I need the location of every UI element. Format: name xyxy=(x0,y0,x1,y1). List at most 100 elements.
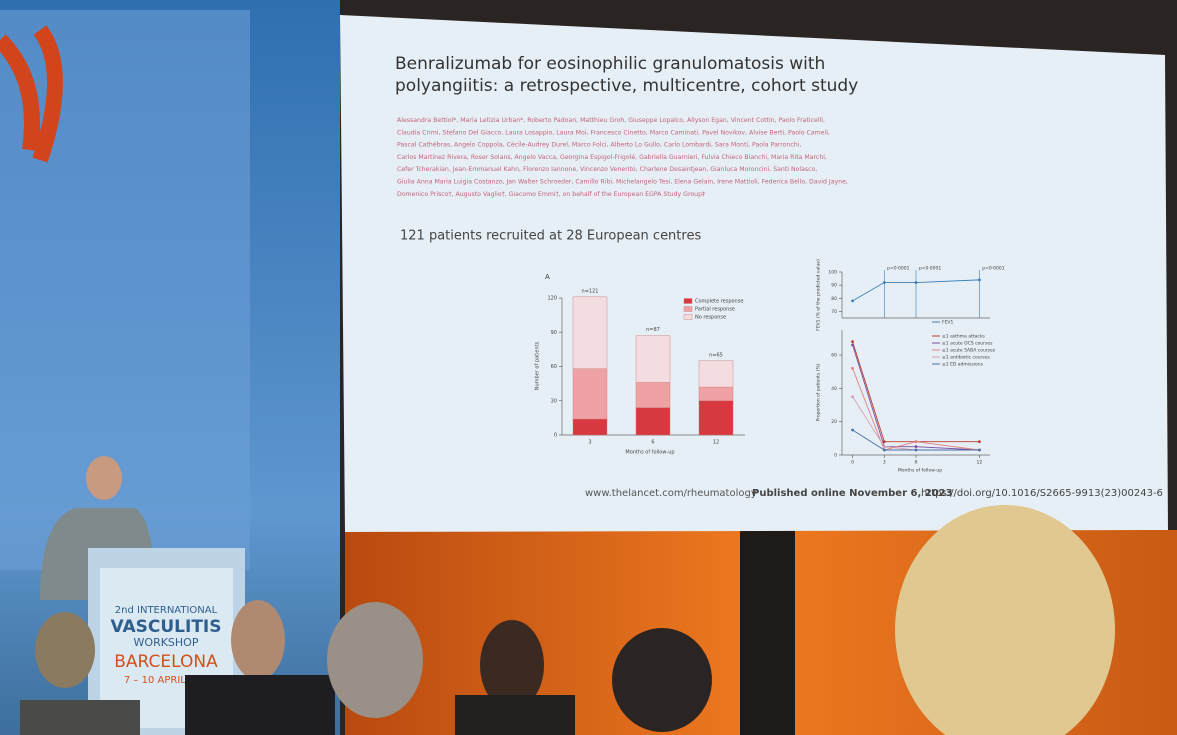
head xyxy=(895,505,1115,735)
point xyxy=(978,440,981,444)
bar-segment xyxy=(635,407,671,436)
bar-segment xyxy=(635,335,671,383)
author-line: Domenico Prisco†, Augusto Vaglio†, Giaco… xyxy=(397,191,705,198)
series-line xyxy=(852,341,980,443)
bar-label: n=121 xyxy=(582,288,599,294)
head xyxy=(35,612,95,688)
y-tick-label: 20 xyxy=(831,419,837,425)
bar-segment xyxy=(572,368,608,420)
legend-swatch xyxy=(683,306,693,312)
head xyxy=(612,628,712,732)
y-axis-label: FEV1 (% of the predicted value) xyxy=(816,259,822,331)
y-tick-label: 0 xyxy=(554,433,557,439)
podium-text: 2nd INTERNATIONAL xyxy=(115,605,218,616)
bar-segment xyxy=(698,400,734,436)
slide-title: polyangiitis: a retrospective, multicent… xyxy=(395,76,858,96)
footer-date: Published online November 6, 2023 xyxy=(752,488,953,499)
x-tick-label: 12 xyxy=(713,440,719,446)
x-tick-label: 3 xyxy=(588,440,591,446)
x-tick-label: 6 xyxy=(915,460,918,466)
point xyxy=(914,445,918,449)
y-axis-label: Proportion of patients (%) xyxy=(816,363,822,421)
shoulders xyxy=(185,675,335,735)
slide-subtitle: 121 patients recruited at 28 European ce… xyxy=(400,229,701,244)
point xyxy=(851,428,854,432)
author-line: Carlos Martinez Rivera, Roser Solans, An… xyxy=(397,153,827,161)
y-tick-label: 0 xyxy=(834,453,837,459)
point xyxy=(851,366,854,370)
author-line: Alessandra Bettiol*, Maria Letizia Urban… xyxy=(397,117,825,124)
point xyxy=(851,340,854,344)
series-line xyxy=(852,279,980,302)
podium-text: VASCULITIS xyxy=(110,617,221,637)
head xyxy=(327,602,423,718)
y-tick-label: 90 xyxy=(551,330,557,336)
x-tick-label: 6 xyxy=(651,440,654,446)
legend-label: ≥1 antibiotic courses xyxy=(942,355,991,361)
bar-segment xyxy=(572,418,608,436)
author-line: Cefer Tcherakian, Jean-Emmanuel Kahn, Fl… xyxy=(397,166,817,173)
x-tick-label: 12 xyxy=(977,460,983,466)
legend-label: ≥1 asthma attacks xyxy=(942,334,985,340)
legend-swatch xyxy=(683,314,693,320)
p-label: p<0·0001 xyxy=(919,266,942,272)
head xyxy=(231,600,285,680)
p-label: p<0·0001 xyxy=(982,266,1005,272)
series-line xyxy=(852,368,980,451)
shoulders xyxy=(20,700,140,735)
legend-label: Complete response xyxy=(695,299,743,305)
legend-label: FEV1 xyxy=(942,320,954,326)
panel-label: A xyxy=(545,273,550,281)
head xyxy=(480,620,544,710)
bar-label: n=65 xyxy=(709,352,723,358)
author-line: Claudia Crimi, Stefano Del Giacco, Laura… xyxy=(397,129,830,136)
y-tick-label: 60 xyxy=(831,353,837,359)
point xyxy=(851,343,854,347)
author-line: Giulia Anna Maria Luigia Costanzo, Jan W… xyxy=(397,179,848,186)
y-tick-label: 100 xyxy=(828,270,837,276)
y-axis-label: Number of patients xyxy=(535,341,541,390)
y-tick-label: 120 xyxy=(547,296,557,302)
podium-text: 7 – 10 APRIL 202 xyxy=(124,675,208,686)
podium-text: WORKSHOP xyxy=(134,636,199,649)
series-line xyxy=(852,344,980,451)
legend-label: Partial response xyxy=(695,307,735,313)
point xyxy=(978,448,981,452)
bar-segment xyxy=(698,386,734,401)
y-tick-label: 70 xyxy=(831,309,837,315)
legend-label: No response xyxy=(695,315,726,321)
bar-segment xyxy=(572,296,608,369)
point xyxy=(914,448,918,452)
y-tick-label: 40 xyxy=(831,386,837,392)
series-line xyxy=(852,429,980,451)
point xyxy=(882,440,886,444)
slide-title: Benralizumab for eosinophilic granulomat… xyxy=(395,54,825,74)
x-tick-label: 0 xyxy=(851,460,854,466)
point xyxy=(882,445,886,449)
y-tick-label: 30 xyxy=(551,398,557,404)
point xyxy=(914,440,918,444)
legend-label: ≥1 acute SABA courses xyxy=(942,348,996,354)
audience xyxy=(20,505,1115,735)
speaker-head xyxy=(86,456,122,500)
author-line: Pascal Cathébras, Angelo Coppola, Cécile… xyxy=(397,141,801,149)
footer-doi: https://doi.org/10.1016/S2665-9913(23)00… xyxy=(921,488,1163,499)
shoulders xyxy=(455,695,575,735)
legend-label: ≥1 acute OCS courses xyxy=(942,341,993,347)
logo-shape xyxy=(0,25,63,163)
projection-screen xyxy=(340,15,1168,532)
x-axis-label: Months of follow-up xyxy=(625,450,674,456)
point xyxy=(882,448,886,452)
legend-label: ≥1 ED admissions xyxy=(942,362,984,368)
footer-url: www.thelancet.com/rheumatology xyxy=(585,488,757,499)
y-tick-label: 60 xyxy=(551,364,557,370)
bar-label: n=87 xyxy=(646,327,660,333)
banner xyxy=(0,10,250,570)
bar-segment xyxy=(635,382,671,408)
podium-text: BARCELONA xyxy=(114,652,218,672)
p-label: p<0·0001 xyxy=(887,266,910,272)
point xyxy=(851,299,854,303)
pillar xyxy=(740,530,795,735)
